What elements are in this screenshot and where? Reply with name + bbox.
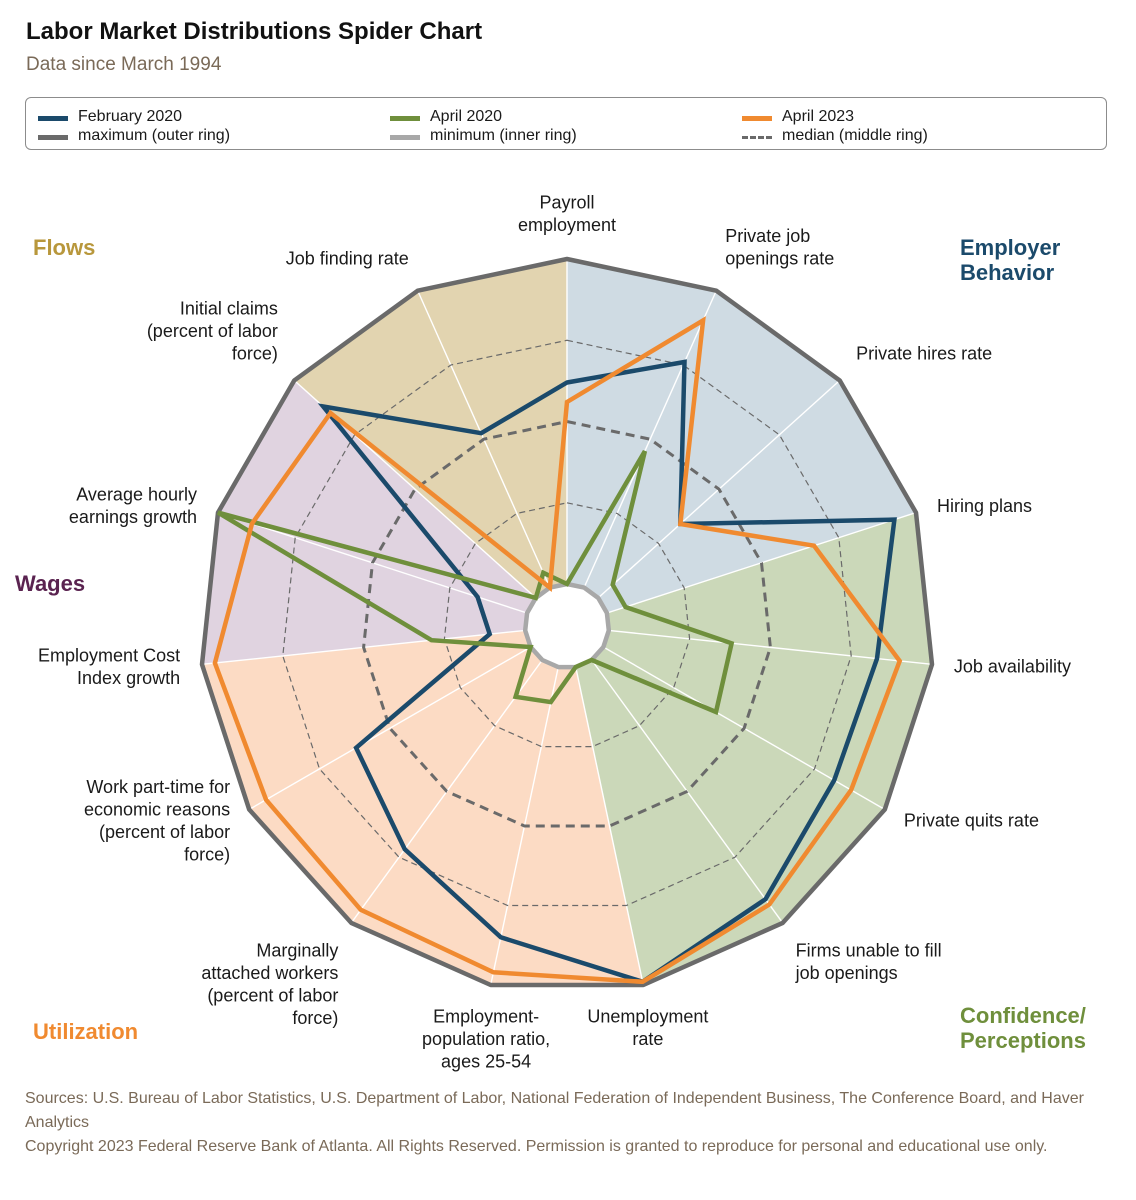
legend-label-median: median (middle ring): [782, 127, 928, 144]
group-label-line: Flows: [33, 235, 95, 260]
axis-label-employment-population-ratio-ages-25-54: Employment-population ratio, ages 25-54: [422, 1007, 550, 1072]
axis-label-line: Initial claims: [180, 299, 278, 319]
axis-label-line: force): [232, 344, 278, 364]
axis-label-line: Index growth: [77, 668, 180, 688]
axis-label-line: Unemployment: [587, 1007, 708, 1027]
axis-label-line: ages 25-54: [441, 1052, 531, 1072]
sector-confidence-perceptions: [567, 512, 932, 985]
median-ring: [362, 419, 772, 828]
group-labels: Flows Employer Behavior Wages Confidence/Per…: [15, 235, 1086, 1053]
group-label-employer-behavior: Employer Behavior: [960, 235, 1061, 285]
axis-label-line: Private quits rate: [904, 811, 1039, 831]
axis-label-job-finding-rate: Job finding rate: [286, 249, 409, 269]
axis-label-average-hourly-earnings-growth: Average hourly earnings growth: [69, 485, 197, 528]
axis-label-unemployment-rate: Unemployment rate: [587, 1007, 708, 1050]
group-label-utilization: Utilization: [33, 1019, 138, 1044]
axis-label-line: Firms unable to fill: [796, 941, 942, 961]
axis-label-line: economic reasons: [84, 799, 230, 819]
group-label-line: Perceptions: [960, 1028, 1086, 1053]
axis-label-line: population ratio,: [422, 1029, 550, 1049]
axis-label-private-job-openings-rate: Private job openings rate: [725, 226, 834, 269]
maximum-ring: [199, 256, 935, 988]
center-hole: [525, 584, 609, 668]
series-february-2020: [317, 359, 897, 985]
sector-flows: [294, 259, 567, 626]
legend-label-minimum: minimum (inner ring): [430, 127, 577, 144]
axis-label-job-availability: Job availability: [954, 657, 1071, 677]
reference-rings: [199, 256, 935, 988]
axis-label-marginally-attached-workers-percent-of-labor-force: Marginally attached workers (percent of la…: [201, 941, 338, 1028]
axis-label-payroll-employment: Payroll employment: [518, 193, 616, 236]
group-label-line: Employer: [960, 235, 1061, 260]
legend-swatch-median: [742, 136, 772, 139]
spoke-private-job-openings-rate: [583, 290, 717, 588]
legend-label-april-2023: April 2023: [782, 108, 855, 125]
axis-label-line: employment: [518, 215, 616, 235]
group-label-line: Confidence/: [960, 1003, 1086, 1028]
axis-label-line: openings rate: [725, 249, 834, 269]
axis-label-line: Job availability: [954, 657, 1071, 677]
legend-swatch-april-2020: [390, 116, 420, 121]
legend-label-maximum: maximum (outer ring): [78, 127, 231, 144]
group-label-line: Behavior: [960, 260, 1055, 285]
axis-label-employment-cost-index-growth: Employment Cost Index growth: [38, 645, 180, 688]
axis-label-line: (percent of labor: [207, 986, 338, 1006]
axis-label-line: Employment Cost: [38, 645, 180, 665]
axis-label-hiring-plans: Hiring plans: [937, 496, 1032, 516]
copyright-text: Copyright 2023 Federal Reserve Bank of A…: [25, 1138, 1048, 1155]
axis-label-line: job openings: [795, 963, 898, 983]
axis-label-line: Average hourly: [76, 485, 197, 505]
spoke-work-part-time-for-economic-reasons-percent-of-labor-force: [248, 646, 531, 811]
axis-label-line: Hiring plans: [937, 496, 1032, 516]
legend-swatch-february-2020: [38, 116, 68, 121]
legend-label-april-2020: April 2020: [430, 108, 503, 125]
axis-label-initial-claims-percent-of-labor-force: Initial claims (percent of labor force): [147, 299, 278, 364]
quartile-ring-25: [443, 502, 691, 748]
axis-label-line: Payroll: [539, 193, 594, 213]
axis-label-line: earnings growth: [69, 507, 197, 527]
axis-label-line: force): [292, 1008, 338, 1028]
axis-label-private-hires-rate: Private hires rate: [856, 344, 992, 364]
axis-label-line: attached workers: [201, 963, 338, 983]
group-label-line: Utilization: [33, 1019, 138, 1044]
axis-label-work-part-time-for-economic-reasons-percent-of-labor-force: Work part-time for economic reasons (perce…: [84, 777, 230, 865]
series-april-2020: [216, 449, 735, 716]
legend-swatch-maximum: [38, 135, 68, 140]
axis-label-line: Private hires rate: [856, 344, 992, 364]
minimum-ring: [522, 581, 612, 670]
legend: February 2020 April 2020 April 2023 maxi…: [25, 97, 1107, 150]
axis-label-line: (percent of labor: [147, 321, 278, 341]
sources-text: Sources: U.S. Bureau of Labor Statistics…: [25, 1090, 1084, 1131]
axis-label-line: Work part-time for: [86, 777, 230, 797]
axis-label-line: Marginally: [256, 941, 338, 961]
axis-label-firms-unable-to-fill-job-openings: Firms unable to fill job openings: [795, 941, 942, 984]
quartile-ring-75: [282, 339, 852, 907]
axis-label-line: Job finding rate: [286, 249, 409, 269]
axis-label-line: force): [184, 844, 230, 864]
legend-swatch-april-2023: [742, 116, 772, 121]
axis-label-line: rate: [632, 1029, 663, 1049]
group-label-confidence-perceptions: Confidence/Perceptions: [960, 1003, 1086, 1053]
spider-chart: Payroll employment Private job openings rat…: [15, 193, 1086, 1072]
spoke-unemployment-rate: [575, 666, 644, 986]
group-label-flows: Flows: [33, 235, 95, 260]
series-lines: [212, 316, 903, 985]
series-april-2023: [212, 316, 903, 985]
axis-label-line: Employment-: [433, 1007, 539, 1027]
axis-label-private-quits-rate: Private quits rate: [904, 811, 1039, 831]
group-label-wages: Wages: [15, 571, 85, 596]
chart-title: Labor Market Distributions Spider Chart: [26, 18, 483, 45]
group-label-line: Wages: [15, 571, 85, 596]
legend-swatch-minimum: [390, 135, 420, 140]
axis-label-line: Private job: [725, 226, 810, 246]
chart-subtitle: Data since March 1994: [26, 54, 222, 75]
axis-label-line: (percent of labor: [99, 822, 230, 842]
source-notes: Sources: U.S. Bureau of Labor Statistics…: [25, 1087, 1115, 1159]
sector-utilization: [202, 626, 644, 985]
legend-label-february-2020: February 2020: [78, 108, 183, 125]
axis-labels: Payroll employment Private job openings rat…: [38, 193, 1071, 1072]
